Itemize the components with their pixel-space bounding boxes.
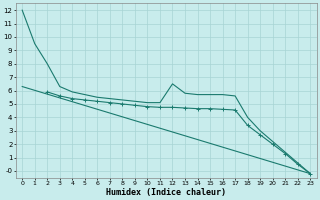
X-axis label: Humidex (Indice chaleur): Humidex (Indice chaleur)	[106, 188, 226, 197]
